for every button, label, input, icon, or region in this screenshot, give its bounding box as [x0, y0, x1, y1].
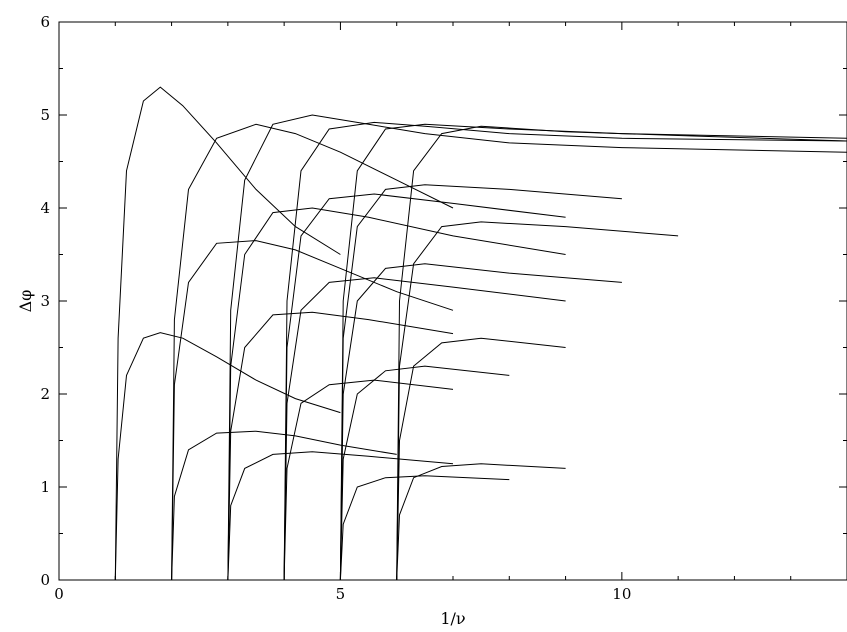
curve-13	[283, 379, 454, 581]
curve-21	[396, 337, 566, 581]
y-tick-label: 4	[40, 199, 50, 217]
curve-18	[339, 475, 510, 581]
x-tick-label: 10	[612, 585, 631, 603]
y-tick-label: 2	[40, 385, 50, 403]
curve-7	[227, 207, 566, 581]
x-tick-label: 5	[336, 585, 346, 603]
curve-2	[114, 332, 341, 581]
curve-17	[339, 365, 510, 581]
curve-14	[339, 123, 847, 581]
y-tick-label: 6	[40, 13, 50, 31]
curve-11	[283, 193, 566, 581]
curve-19	[396, 125, 847, 581]
curve-16	[339, 263, 622, 581]
x-tick-label: 0	[54, 585, 64, 603]
curve-20	[396, 221, 679, 581]
curve-22	[396, 463, 566, 581]
curve-9	[227, 451, 454, 581]
x-axis-label: 1/ν	[440, 609, 465, 628]
curve-5	[171, 430, 397, 581]
y-tick-label: 1	[40, 478, 50, 496]
curve-15	[339, 184, 622, 581]
curve-4	[171, 240, 454, 581]
curves-layer	[114, 86, 847, 581]
curve-10	[283, 121, 847, 581]
curve-12	[283, 277, 566, 581]
ticks-layer: 0 5 10 0 1 2 3 4 5 6	[40, 13, 847, 603]
plot-frame	[58, 21, 847, 581]
y-tick-label: 3	[40, 292, 50, 310]
y-tick-label: 5	[40, 106, 50, 124]
y-tick-label: 0	[40, 571, 50, 589]
y-axis-label: Δφ	[16, 290, 35, 313]
curve-8	[227, 311, 454, 581]
curve-6	[227, 114, 847, 581]
curve-1	[114, 86, 341, 581]
curve-3	[171, 123, 454, 581]
